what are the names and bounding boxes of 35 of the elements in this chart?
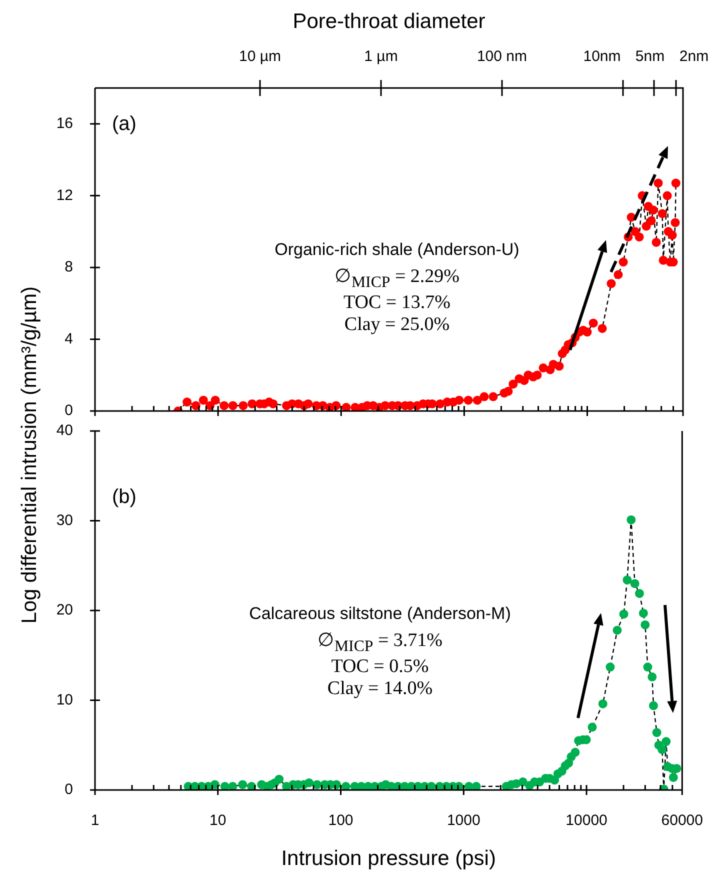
y-tick-label: 16 [56, 115, 73, 132]
annotation: ∅$_{MICP}$ = 2.29% [333, 265, 460, 292]
text: 100 nm [476, 48, 528, 65]
y-axis-title: Log differential intrusion (mm³/g/µm) [18, 286, 42, 624]
y-tick-label: 0 [64, 402, 73, 420]
x-tick-label: 10000 [566, 812, 608, 830]
y-tick-label: 10 [56, 691, 73, 708]
y-tick-label: 30 [56, 512, 73, 529]
x-tick-label: 1 [90, 812, 100, 830]
x-tick-label: 60000 [661, 812, 704, 830]
x2-axis-title: Pore-throat diameter [292, 10, 486, 34]
annotation: Clay = 14.0% [326, 678, 434, 700]
y-tick-label: 20 [56, 602, 73, 619]
text: 10nm [583, 48, 621, 65]
text: 1 µm [363, 48, 399, 65]
y-tick-label: 12 [56, 186, 73, 204]
x-axis-title: Intrusion pressure (psi) [281, 847, 496, 870]
annotation: (b) [112, 486, 136, 509]
annotation: Organic-rich shale (Anderson-U) [274, 240, 520, 260]
annotation: Clay = 25.0% [343, 314, 451, 336]
text: 2nm [679, 48, 709, 65]
text: 10 µm [238, 48, 282, 65]
y-tick-label: 4 [64, 330, 73, 348]
annotation: ∅$_{MICP}$ = 3.71% [316, 629, 444, 656]
annotation: TOC = 13.7% [342, 292, 452, 314]
annotation: Calcareous siltstone (Anderson-M) [248, 604, 512, 624]
x-tick-label: 1000 [446, 812, 480, 830]
text: 5nm [635, 48, 665, 65]
y-tick-label: 40 [56, 422, 73, 440]
x-tick-label: 10 [210, 812, 226, 830]
x-tick-label: 100 [328, 812, 354, 830]
y-tick-label: 8 [64, 258, 73, 276]
annotation: TOC = 0.5% [330, 656, 430, 678]
annotation: (a) [112, 113, 136, 136]
y-tick-label: 0 [64, 781, 73, 798]
